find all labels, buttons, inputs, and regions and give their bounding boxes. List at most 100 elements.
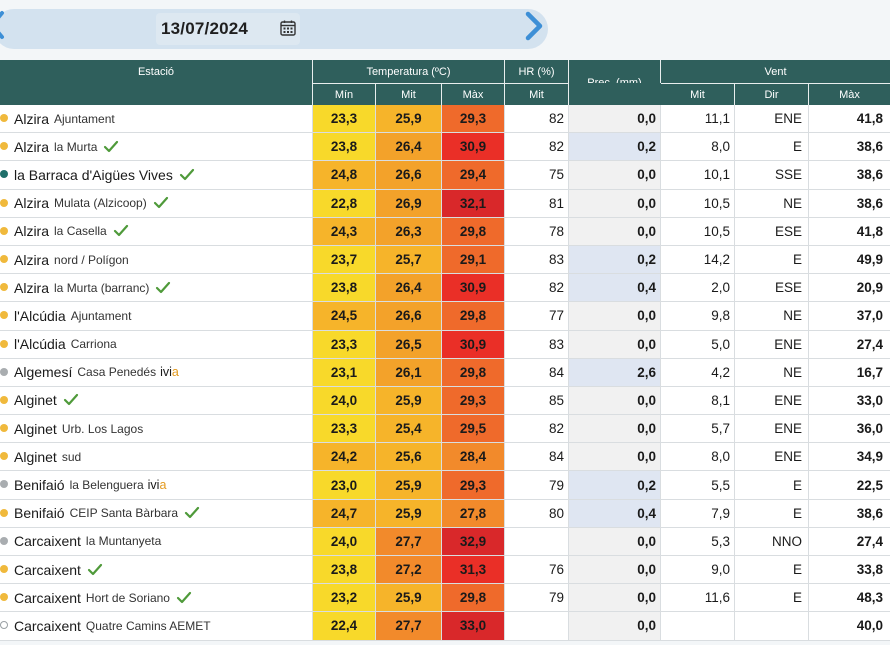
table-row[interactable]: l'Alcúdia Ajuntament 24,5 26,6 29,8 77 0,0 9,8 N… [0, 302, 890, 331]
station-cell[interactable]: la Barraca d'Aigües Vives [0, 161, 313, 189]
station-name[interactable]: l'Alcúdia [14, 307, 66, 324]
station-name[interactable]: Alzira [14, 110, 50, 127]
header-vent-max[interactable]: Màx [809, 83, 890, 105]
precipitation: 0,4 [569, 499, 661, 527]
humidity: 82 [505, 105, 569, 133]
station-name[interactable]: Carcaixent [14, 589, 81, 606]
date-value[interactable]: 13/07/2024 [161, 19, 249, 38]
table-row[interactable]: Alginet sud 24,2 25,6 28,4 84 0,0 8,0 ENE 34,9 [0, 443, 890, 472]
station-location: CEIP Santa Bàrbara [69, 506, 179, 521]
calendar-icon[interactable] [280, 20, 296, 36]
table-row[interactable]: Alzira Ajuntament 23,3 25,9 29,3 82 0,0 11,1 ENE… [0, 105, 890, 134]
station-name[interactable]: Benifaió [14, 477, 65, 494]
station-status-dot [0, 367, 8, 376]
station-name[interactable]: Alzira [14, 279, 50, 296]
table-row[interactable]: Benifaió la Belenguera ivia 23,0 25,9 29,3 79 0… [0, 471, 890, 500]
station-cell[interactable]: Carcaixent Hort de Soriano [0, 584, 313, 612]
table-row[interactable]: la Barraca d'Aigües Vives 24,8 26,6 29,4 75 0… [0, 161, 890, 190]
station-cell[interactable]: Alzira Ajuntament [0, 105, 313, 133]
header-tmin[interactable]: Mín [313, 83, 376, 105]
temp-min: 24,8 [313, 161, 376, 189]
temp-max: 29,8 [442, 302, 505, 330]
station-cell[interactable]: Alginet [0, 386, 313, 415]
station-cell[interactable]: Alginet Urb. Los Lagos [0, 415, 313, 443]
chevron-right-icon[interactable] [521, 10, 547, 42]
station-name[interactable]: la Barraca d'Aigües Vives [14, 166, 173, 183]
header-tmax[interactable]: Màx [442, 83, 505, 105]
table-row[interactable]: Alzira Mulata (Alzicoop) 22,8 26,9 32,1 81 0,0… [0, 189, 890, 218]
table-row[interactable]: Alginet 24,0 25,9 29,3 85 0,0 8,1 ENE 33,0 [0, 386, 890, 416]
humidity [505, 612, 569, 640]
wind-mean: 9,0 [661, 556, 735, 584]
date-picker[interactable]: 13/07/2024 [156, 13, 300, 45]
table-row[interactable]: l'Alcúdia Carriona 23,3 26,5 30,9 83 0,0 5,0 ENE… [0, 330, 890, 359]
station-name[interactable]: Alginet [14, 392, 57, 409]
header-vent-mit[interactable]: Mit [661, 83, 735, 105]
station-name[interactable]: Alzira [14, 138, 50, 155]
temp-max: 29,8 [442, 358, 505, 386]
temp-max: 29,1 [442, 245, 505, 274]
temp-min: 23,8 [313, 274, 376, 302]
station-location: Quatre Camins AEMET [85, 618, 211, 633]
table-row[interactable]: Alzira la Murta 23,8 26,4 30,9 82 0,2 8,0 E 38,6 [0, 133, 890, 162]
header-estacio[interactable]: Estació [0, 60, 313, 83]
station-cell[interactable]: Alzira la Murta [0, 133, 313, 161]
table-row[interactable]: Alzira la Casella 24,3 26,3 29,8 78 0,0 10,5 ESE… [0, 217, 890, 246]
station-cell[interactable]: l'Alcúdia Ajuntament [0, 302, 313, 330]
station-cell[interactable]: Carcaixent [0, 556, 313, 584]
station-cell[interactable]: Benifaió CEIP Santa Bàrbara [0, 499, 313, 527]
station-cell[interactable]: Carcaixent la Muntanyeta [0, 527, 313, 555]
table-row[interactable]: Carcaixent Hort de Soriano 23,2 25,9 29,8 79 0… [0, 584, 890, 613]
station-name[interactable]: Carcaixent [14, 561, 81, 578]
station-cell[interactable]: l'Alcúdia Carriona [0, 330, 313, 358]
table-row[interactable]: Alzira la Murta (barranc) 23,8 26,4 30,9 82 0,… [0, 274, 890, 303]
station-cell[interactable]: Algemesí Casa Penedés ivia [0, 358, 313, 386]
table-row[interactable]: Alzira nord / Polígon 23,7 25,7 29,1 83 0,2 14,… [0, 245, 890, 275]
wind-direction: E [735, 471, 809, 499]
station-name[interactable]: Alginet [14, 448, 57, 465]
station-cell[interactable]: Alzira la Casella [0, 217, 313, 245]
station-cell[interactable]: Alginet sud [0, 443, 313, 471]
wind-direction: ESE [735, 274, 809, 302]
station-name[interactable]: Alzira [14, 195, 50, 212]
wind-mean: 7,9 [661, 499, 735, 527]
temp-mit: 25,9 [376, 584, 442, 612]
chevron-left-icon[interactable] [0, 10, 6, 40]
humidity: 82 [505, 133, 569, 161]
header-hr: HR (%) [505, 60, 569, 83]
station-cell[interactable]: Alzira nord / Polígon [0, 245, 313, 274]
header-tmit[interactable]: Mit [376, 83, 442, 105]
table-row[interactable]: Algemesí Casa Penedés ivia 23,1 26,1 29,8 84 2,… [0, 358, 890, 387]
header-hr-mit[interactable]: Mit [505, 83, 569, 105]
station-name[interactable]: Carcaixent [14, 533, 81, 550]
header-vent-dir[interactable]: Dir [735, 83, 809, 105]
header-temperatura: Temperatura (ºC) [313, 60, 505, 83]
station-cell[interactable]: Carcaixent Quatre Camins AEMET [0, 612, 313, 640]
station-status-dot [0, 283, 8, 292]
wind-mean: 5,7 [661, 415, 735, 443]
station-name[interactable]: l'Alcúdia [14, 336, 66, 353]
precipitation: 0,0 [569, 161, 661, 189]
temp-max: 27,8 [442, 499, 505, 527]
wind-mean: 5,5 [661, 471, 735, 499]
table-row[interactable]: Alginet Urb. Los Lagos 23,3 25,4 29,5 82 0,0 5,… [0, 415, 890, 444]
station-cell[interactable]: Benifaió la Belenguera ivia [0, 471, 313, 499]
table-row[interactable]: Carcaixent la Muntanyeta 24,0 27,7 32,9 0,0 5,… [0, 527, 890, 556]
station-name[interactable]: Alzira [14, 223, 50, 240]
station-cell[interactable]: Alzira la Murta (barranc) [0, 274, 313, 302]
table-row[interactable]: Benifaió CEIP Santa Bàrbara 24,7 25,9 27,8 80… [0, 499, 890, 528]
humidity: 75 [505, 161, 569, 189]
table-row[interactable]: Carcaixent 23,8 27,2 31,3 76 0,0 9,0 E 33,8 [0, 556, 890, 585]
temp-max: 30,9 [442, 274, 505, 302]
station-cell[interactable]: Alzira Mulata (Alzicoop) [0, 189, 313, 217]
station-name[interactable]: Alzira [14, 251, 50, 268]
station-name[interactable]: Carcaixent [14, 617, 81, 634]
temp-min: 23,3 [313, 330, 376, 358]
humidity: 78 [505, 217, 569, 245]
wind-max: 38,6 [856, 167, 883, 183]
station-name[interactable]: Benifaió [14, 505, 65, 522]
table-row[interactable]: Carcaixent Quatre Camins AEMET 22,4 27,7 33,… [0, 612, 890, 641]
station-name[interactable]: Alginet [14, 420, 57, 437]
station-name[interactable]: Algemesí [14, 364, 73, 381]
temp-max: 30,9 [442, 133, 505, 161]
